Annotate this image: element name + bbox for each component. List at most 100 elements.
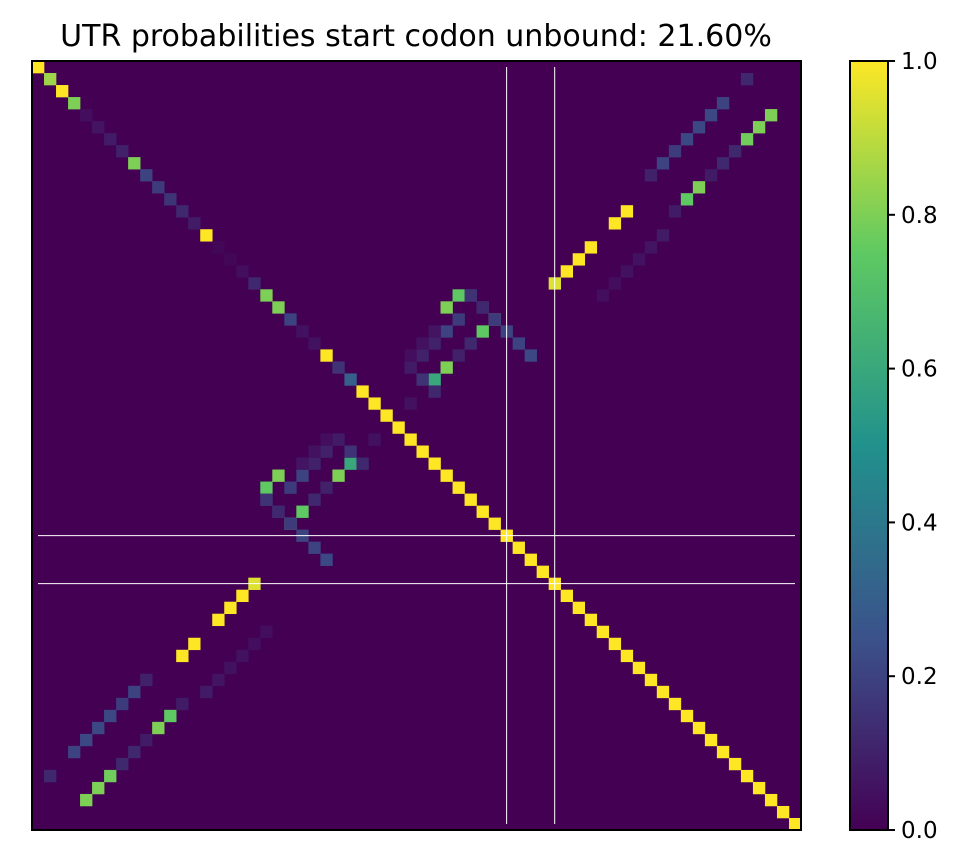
heatmap-cell bbox=[320, 349, 333, 362]
heatmap-cell bbox=[320, 445, 333, 458]
heatmap-cell bbox=[596, 289, 610, 302]
heatmap-cell bbox=[32, 61, 45, 74]
heatmap-cell bbox=[656, 229, 670, 242]
heatmap-cell bbox=[476, 505, 489, 518]
heatmap-cell bbox=[296, 469, 309, 482]
heatmap-cell bbox=[668, 697, 682, 711]
heatmap-cell bbox=[440, 469, 453, 482]
heatmap-cell bbox=[488, 517, 501, 530]
heatmap-cell bbox=[128, 745, 141, 759]
heatmap-cell bbox=[92, 721, 105, 735]
heatmap-cell bbox=[212, 673, 225, 687]
heatmap-cell bbox=[488, 313, 501, 326]
heatmap-cell bbox=[716, 157, 730, 170]
heatmap-cell bbox=[452, 313, 465, 326]
heatmap-cell bbox=[668, 205, 682, 218]
heatmap-cell bbox=[344, 445, 357, 458]
heatmap-cell bbox=[524, 349, 537, 362]
heatmap-cell bbox=[764, 109, 778, 122]
heatmap-cell bbox=[212, 241, 225, 254]
heatmap-cell bbox=[416, 349, 429, 362]
heatmap-cell bbox=[128, 157, 141, 170]
heatmap-cell bbox=[608, 637, 622, 651]
heatmap-cell bbox=[464, 289, 477, 302]
heatmap-cell bbox=[608, 217, 622, 230]
heatmap-cell bbox=[296, 505, 309, 518]
heatmap-cell bbox=[344, 373, 357, 386]
heatmap-cell bbox=[68, 745, 81, 759]
heatmap-cell bbox=[392, 421, 405, 434]
heatmap-cell bbox=[668, 145, 682, 158]
heatmap-cell bbox=[92, 781, 105, 795]
colorbar-gradient bbox=[849, 60, 889, 831]
heatmap-cell bbox=[584, 241, 598, 254]
heatmap-cell bbox=[296, 457, 309, 470]
chart-title: UTR probabilities start codon unbound: 2… bbox=[60, 19, 772, 54]
heatmap-cell bbox=[416, 445, 429, 458]
heatmap-cell bbox=[404, 361, 417, 374]
heatmap-cell bbox=[692, 181, 706, 194]
heatmap-cell bbox=[740, 769, 754, 783]
heatmap-cell bbox=[320, 481, 333, 494]
heatmap-cell bbox=[236, 265, 249, 278]
heatmap-cell bbox=[380, 409, 393, 422]
heatmap-cell bbox=[320, 553, 333, 566]
heatmap-cell bbox=[704, 733, 718, 747]
heatmap-cell bbox=[620, 649, 634, 663]
heatmap-cell bbox=[152, 181, 165, 194]
heatmap-cell bbox=[692, 121, 706, 134]
heatmap-cell bbox=[368, 397, 381, 410]
heatmap-cell bbox=[188, 217, 201, 230]
colorbar-tick-label: 0.0 bbox=[901, 818, 938, 844]
colorbar-tick-label: 1.0 bbox=[901, 49, 938, 75]
heatmap-frame bbox=[31, 60, 802, 831]
heatmap-cell bbox=[344, 457, 357, 470]
heatmap-cell bbox=[320, 433, 333, 446]
heatmap-cell bbox=[752, 121, 766, 134]
heatmap-cell bbox=[404, 433, 417, 446]
heatmap-cell bbox=[632, 661, 646, 675]
heatmap-cell bbox=[728, 145, 742, 158]
heatmap-cell bbox=[692, 721, 706, 735]
heatmap-cell bbox=[284, 313, 297, 326]
heatmap-cell bbox=[740, 133, 754, 146]
heatmap-cell bbox=[680, 193, 694, 206]
heatmap-cell bbox=[116, 697, 129, 711]
heatmap-cell bbox=[740, 73, 754, 86]
heatmap-cell bbox=[104, 709, 117, 723]
heatmap-cell bbox=[416, 337, 429, 350]
heatmap-cell bbox=[236, 589, 249, 603]
heatmap-cell bbox=[260, 493, 273, 506]
heatmap-cell bbox=[116, 757, 129, 771]
heatmap-cell bbox=[128, 685, 141, 699]
heatmap-cell bbox=[572, 601, 586, 615]
heatmap-cell bbox=[464, 337, 477, 350]
colorbar-tick-label: 0.4 bbox=[901, 510, 938, 536]
heatmap-area bbox=[31, 60, 802, 831]
heatmap-cell bbox=[428, 337, 441, 350]
heatmap-cell bbox=[680, 709, 694, 723]
heatmap-cell bbox=[428, 325, 441, 338]
heatmap-cell bbox=[164, 709, 177, 723]
heatmap-cell bbox=[332, 469, 345, 482]
heatmap-cell bbox=[260, 481, 273, 494]
heatmap-cell bbox=[356, 457, 369, 470]
heatmap-cell bbox=[44, 769, 57, 783]
heatmap-cell bbox=[656, 685, 670, 699]
heatmap-cell bbox=[632, 253, 646, 266]
heatmap-cell bbox=[716, 745, 730, 759]
colorbar-tick-label: 0.6 bbox=[901, 357, 938, 383]
heatmap-cell bbox=[644, 673, 658, 687]
heatmap-cell bbox=[92, 121, 105, 134]
heatmap-cell bbox=[140, 733, 153, 747]
colorbar-ticks: 0.0 0.2 0.4 0.6 0.8 1.0 bbox=[888, 49, 938, 844]
heatmap-cell bbox=[680, 133, 694, 146]
heatmap-cell bbox=[308, 457, 321, 470]
heatmap-cell bbox=[272, 301, 285, 314]
heatmap-cell bbox=[296, 325, 309, 338]
heatmap-cell bbox=[224, 601, 237, 615]
guide-lines bbox=[38, 67, 795, 824]
heatmap-cell bbox=[284, 517, 297, 530]
heatmap-cell bbox=[404, 397, 417, 410]
heatmap-cell bbox=[44, 73, 57, 86]
